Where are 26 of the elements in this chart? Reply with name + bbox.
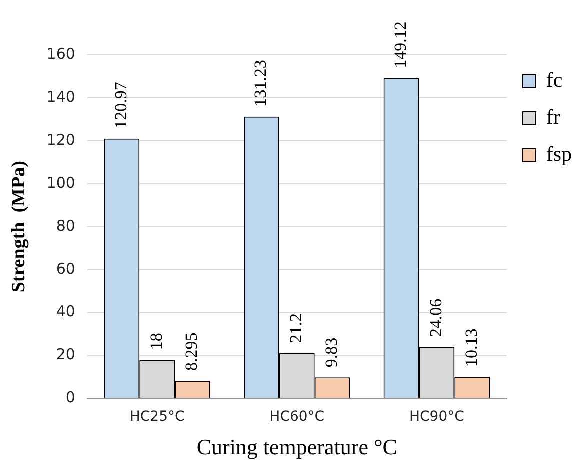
- legend-label: fc: [546, 68, 563, 92]
- data-label: 120.97: [111, 82, 130, 129]
- y-tick-label: 120: [46, 130, 76, 149]
- data-label: 149.12: [390, 22, 410, 68]
- legend-label: fr: [546, 105, 560, 130]
- y-tick-label: 140: [46, 88, 76, 106]
- data-label: 9.83: [322, 338, 342, 368]
- data-label: 10.13: [462, 328, 481, 368]
- y-axis-title: Strength (MPa): [8, 161, 30, 293]
- data-label: 131.23: [251, 60, 270, 107]
- y-tick-label: 80: [56, 216, 76, 235]
- data-label: 24.06: [426, 298, 446, 338]
- y-tick-label: 20: [56, 346, 76, 364]
- data-label: 21.2: [286, 313, 306, 344]
- x-tick-label: HC60°C: [270, 408, 325, 425]
- y-tick-label: 160: [46, 44, 76, 63]
- x-tick-label: HC25°C: [130, 408, 185, 425]
- y-tick-label: 100: [46, 174, 76, 192]
- y-tick-label: 40: [56, 302, 76, 321]
- data-label: 8.295: [182, 332, 202, 371]
- legend-label: fsp: [546, 142, 572, 166]
- data-label: 18: [146, 333, 166, 350]
- x-tick-label: HC90°C: [409, 408, 465, 425]
- y-tick-label: 60: [56, 260, 76, 278]
- y-tick-label: 0: [66, 388, 76, 407]
- x-axis-title: Curing temperature °C: [196, 434, 398, 460]
